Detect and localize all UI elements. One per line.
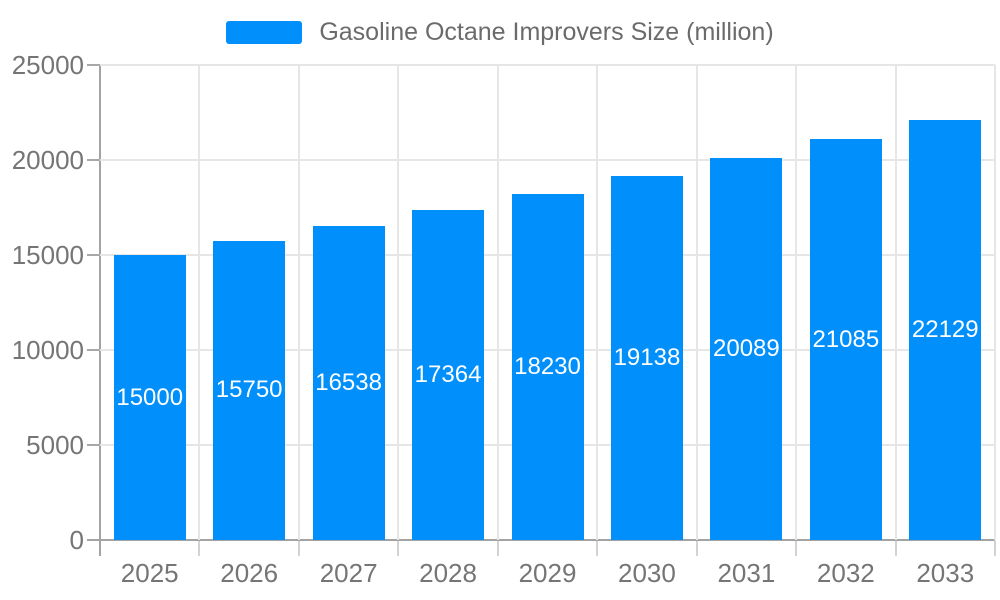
x-tick-boundary-3 [397, 541, 400, 556]
x-axis-tick-label: 2025 [120, 558, 179, 588]
bar-2028: 17364 [412, 210, 485, 540]
bar-value-label: 15000 [116, 383, 184, 411]
gridline-x-boundary-7 [795, 65, 798, 540]
y-tick-20000 [87, 159, 100, 161]
x-axis-tick-label: 2029 [518, 558, 577, 588]
bar-value-label: 18230 [514, 352, 581, 380]
x-axis-tick-label: 2033 [916, 558, 975, 588]
x-tick-boundary-8 [894, 541, 897, 556]
x-tick-boundary-7 [795, 541, 798, 556]
bar-2026: 15750 [213, 240, 286, 540]
x-tick-boundary-9 [994, 541, 996, 556]
x-tick-boundary-2 [297, 541, 300, 556]
y-axis-tick-label: 0 [69, 525, 84, 555]
legend-label: Gasoline Octane Improvers Size (million) [319, 18, 774, 46]
y-axis-tick-label: 10000 [11, 335, 84, 365]
gridline-y-25000 [100, 64, 995, 66]
gridline-x-boundary-9 [994, 65, 996, 540]
bar-value-label: 16538 [315, 368, 382, 396]
bar-2025: 15000 [113, 255, 186, 540]
gridline-x-boundary-3 [397, 65, 400, 540]
x-axis-tick-label: 2032 [816, 558, 875, 588]
bar-2027: 16538 [312, 225, 385, 540]
gridline-x-boundary-5 [596, 65, 599, 540]
gridline-x-boundary-2 [297, 65, 300, 540]
x-tick-boundary-6 [695, 541, 698, 556]
bar-value-label: 20089 [713, 335, 780, 363]
bar-value-label: 22129 [911, 315, 979, 343]
x-axis-line [87, 539, 995, 541]
x-axis-tick-label: 2030 [618, 558, 676, 588]
bar-2032: 21085 [809, 139, 882, 540]
gridline-y-20000 [100, 159, 995, 161]
x-axis-tick-label: 2028 [419, 558, 477, 588]
y-axis-tick-label: 5000 [26, 430, 84, 460]
bar-2030: 19138 [610, 176, 683, 540]
gridline-x-boundary-4 [496, 65, 499, 540]
x-tick-boundary-1 [198, 541, 201, 556]
y-tick-15000 [87, 254, 100, 256]
y-axis-tick-label: 20000 [11, 145, 84, 175]
gridline-x-boundary-1 [198, 65, 201, 540]
bar-value-label: 17364 [414, 361, 482, 389]
y-axis-tick-label: 15000 [11, 240, 84, 270]
gridline-x-boundary-6 [695, 65, 698, 540]
bar-value-label: 19138 [613, 344, 681, 372]
legend-swatch [226, 21, 303, 44]
bar-2033: 22129 [909, 119, 982, 540]
bar-2031: 20089 [710, 158, 783, 540]
bar-value-label: 15750 [215, 376, 283, 404]
bar-value-label: 21085 [812, 325, 880, 353]
x-tick-boundary-4 [496, 541, 499, 556]
y-axis-line [99, 65, 101, 556]
x-axis-tick-label: 2026 [220, 558, 279, 588]
y-axis-tick-label: 25000 [11, 50, 84, 80]
x-axis-tick-label: 2027 [319, 558, 378, 588]
y-tick-10000 [87, 349, 100, 351]
x-axis-tick-label: 2031 [717, 558, 776, 588]
bar-2029: 18230 [511, 193, 584, 540]
gridline-x-boundary-8 [894, 65, 897, 540]
y-tick-25000 [87, 64, 100, 66]
y-tick-5000 [87, 444, 100, 446]
legend-item[interactable]: Gasoline Octane Improvers Size (million) [0, 18, 1000, 47]
plot-area: 15000 15750 16538 17364 18230 19138 20089 21085… [100, 64, 996, 540]
x-tick-boundary-5 [596, 541, 599, 556]
